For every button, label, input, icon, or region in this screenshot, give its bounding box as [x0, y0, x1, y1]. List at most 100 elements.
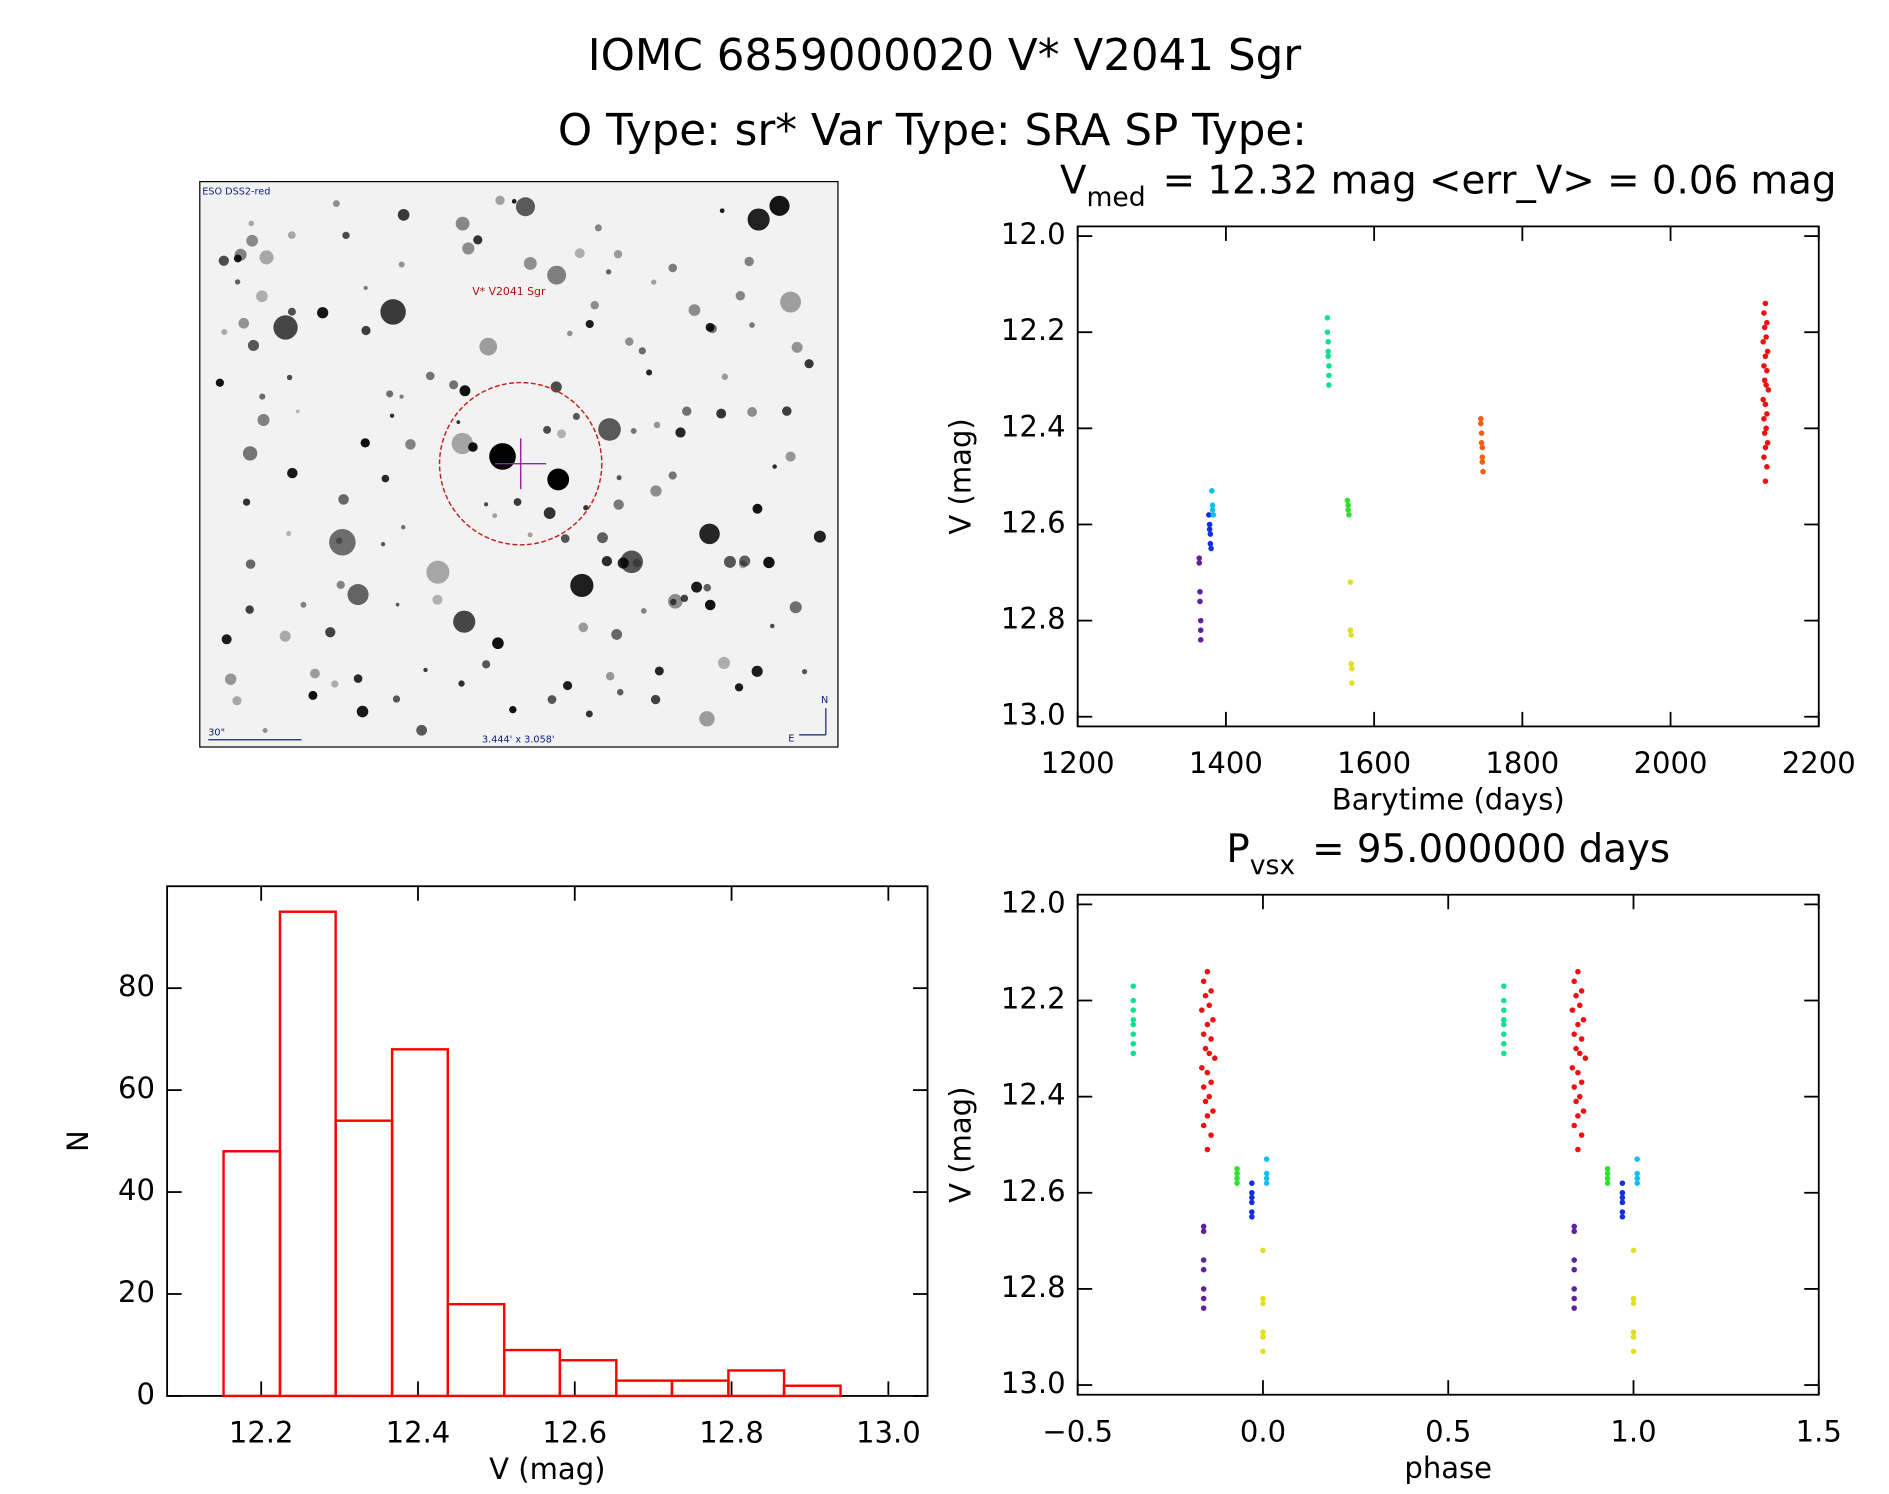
data-point: [1200, 1122, 1207, 1129]
star: [248, 220, 255, 227]
star: [670, 598, 677, 606]
star: [705, 322, 715, 332]
star: [719, 208, 725, 214]
data-point: [1478, 439, 1485, 446]
data-point: [1619, 1214, 1626, 1220]
data-point: [1619, 1180, 1626, 1186]
star: [578, 622, 589, 633]
title-main: P: [1226, 827, 1249, 872]
star: [567, 330, 573, 337]
data-point: [1478, 415, 1484, 422]
data-point: [1619, 1194, 1626, 1201]
star: [654, 666, 664, 676]
data-point: [1634, 1175, 1640, 1182]
star: [547, 695, 557, 704]
star: [611, 629, 623, 640]
data-point: [1202, 1045, 1209, 1052]
data-point: [1571, 1257, 1578, 1263]
star: [363, 285, 368, 290]
data-point: [1571, 978, 1578, 985]
data-point: [1208, 1132, 1214, 1138]
star: [238, 317, 250, 329]
y-tick-label: 12.8: [1001, 1270, 1066, 1304]
data-point: [1207, 540, 1214, 547]
star: [650, 485, 662, 497]
star: [286, 374, 293, 381]
data-point: [1578, 988, 1585, 994]
star: [749, 322, 755, 328]
star: [246, 234, 259, 247]
star: [509, 706, 517, 714]
star: [721, 373, 729, 380]
star: [215, 378, 224, 387]
star: [287, 307, 296, 316]
star: [459, 385, 471, 397]
data-point: [1571, 1286, 1578, 1292]
data-point: [1760, 396, 1766, 403]
data-point: [1575, 1146, 1581, 1153]
star: [353, 674, 363, 683]
data-point: [1249, 1209, 1255, 1215]
data-point: [1199, 1065, 1205, 1071]
star: [453, 610, 476, 633]
plot-frame: [1076, 893, 1820, 1396]
star: [242, 498, 251, 506]
data-point: [1501, 1040, 1507, 1047]
data-point: [1204, 1021, 1211, 1028]
star: [515, 197, 535, 217]
data-point: [1249, 1180, 1255, 1186]
data-point: [1575, 1021, 1581, 1028]
data-point: [1204, 1113, 1211, 1119]
y-tick-label: 12.2: [1001, 982, 1066, 1016]
data-point: [1234, 1165, 1240, 1172]
data-point: [1210, 1016, 1216, 1023]
star: [479, 337, 498, 356]
star: [668, 471, 677, 480]
data-point: [1634, 1180, 1640, 1186]
data-point: [1761, 310, 1767, 316]
data-point: [1573, 1098, 1579, 1105]
star: [398, 261, 405, 268]
star: [813, 530, 826, 543]
data-point: [1130, 1021, 1137, 1028]
star: [336, 580, 345, 589]
star: [791, 341, 803, 353]
data-point: [1348, 632, 1354, 638]
star: [563, 681, 573, 691]
x-axis-label: V (mag): [489, 1452, 605, 1486]
histogram-bar: [558, 1359, 618, 1398]
star: [287, 467, 298, 479]
x-tick-label: 2200: [1782, 746, 1856, 780]
x-axis-label: phase: [1404, 1451, 1492, 1485]
data-point: [1763, 382, 1769, 388]
histogram-bar: [446, 1302, 506, 1398]
data-point: [1501, 1031, 1507, 1037]
data-point: [1130, 1031, 1137, 1037]
data-point: [1478, 420, 1484, 427]
star: [405, 439, 416, 450]
star: [682, 406, 692, 416]
data-point: [1263, 1175, 1270, 1182]
star: [691, 581, 703, 593]
data-point: [1206, 521, 1213, 528]
title-main: V: [1060, 159, 1087, 204]
star: [735, 291, 746, 301]
x-tick-label: 1200: [1041, 746, 1115, 780]
data-point: [1761, 415, 1767, 422]
data-point: [1210, 1108, 1216, 1114]
data-point: [1249, 1214, 1255, 1220]
star: [667, 594, 683, 609]
star: [257, 413, 270, 427]
data-point: [1501, 983, 1507, 989]
star: [356, 705, 369, 718]
data-point: [1576, 1093, 1583, 1100]
x-tick-label: 1600: [1337, 746, 1411, 780]
data-point: [1575, 968, 1581, 975]
data-point: [1207, 531, 1214, 537]
data-point: [1571, 1084, 1578, 1090]
x-tick-label: 0.5: [1425, 1414, 1471, 1448]
star: [423, 667, 428, 673]
data-point: [1209, 502, 1216, 509]
chart-panel: −0.5 0.0 0.5 1.0 1.5 12.0 12.2 12.4 12.6 12.8 13.0…: [944, 827, 1842, 1485]
data-point: [1202, 1098, 1209, 1105]
